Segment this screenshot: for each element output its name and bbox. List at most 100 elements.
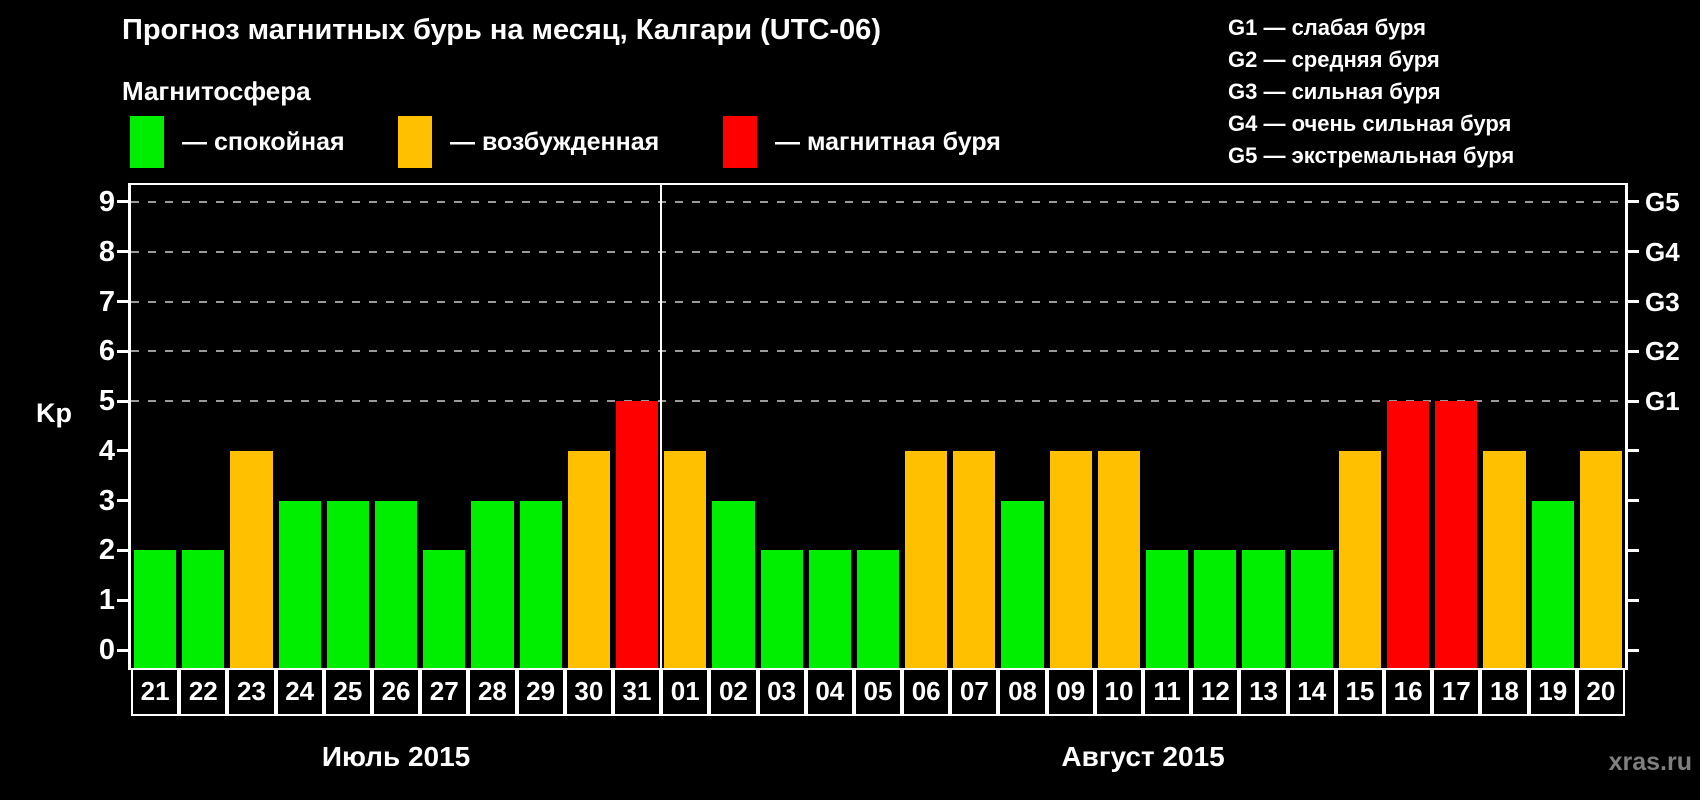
gridline-kp-5 [131,400,1625,403]
right-axis-tick [1625,349,1639,353]
day-label-24: 24 [275,668,324,716]
day-label-21: 21 [131,668,180,716]
bar-day-19 [1531,500,1574,668]
day-label-14: 14 [1287,668,1336,716]
bar-day-14 [1290,550,1333,668]
y-axis-tick [117,598,131,602]
bar-day-20 [1579,450,1622,668]
bar-day-21 [134,550,177,668]
y-tick-label: 2 [98,534,115,567]
day-label-12: 12 [1191,668,1240,716]
right-axis-tick [1625,399,1639,403]
right-axis-label-G5: G5 [1645,186,1680,217]
bar-day-03 [760,550,803,668]
day-label-19: 19 [1528,668,1577,716]
bar-day-08 [1001,500,1044,668]
right-axis-tick [1625,250,1639,254]
day-label-22: 22 [179,668,228,716]
bar-day-29 [519,500,562,668]
day-label-06: 06 [902,668,951,716]
day-label-01: 01 [661,668,710,716]
day-label-25: 25 [323,668,372,716]
bar-day-16 [1387,401,1430,668]
legend-item-storm: — магнитная буря [723,116,1001,168]
y-axis-title: Kp [36,398,72,428]
legend-item-label: — спокойная [182,128,345,156]
bar-day-11 [1146,550,1189,668]
legend-item-calm: — спокойная [130,116,345,168]
day-label-27: 27 [420,668,469,716]
y-tick-label: 8 [98,235,115,268]
day-label-13: 13 [1239,668,1288,716]
g-scale-legend: G1 — слабая буря G2 — средняя буря G3 — … [1228,12,1514,172]
bar-day-06 [905,450,948,668]
y-axis-tick [117,548,131,552]
y-tick-label: 9 [98,185,115,218]
day-label-02: 02 [709,668,758,716]
watermark: xras.ru [1608,748,1692,776]
bar-day-09 [1049,450,1092,668]
gridline-kp-9 [131,200,1625,203]
bar-day-18 [1483,450,1526,668]
right-axis-tick [1625,300,1639,304]
y-axis-tick [117,648,131,652]
day-label-16: 16 [1384,668,1433,716]
day-label-08: 08 [998,668,1047,716]
bar-day-04 [808,550,851,668]
right-axis-label-G1: G1 [1645,386,1680,417]
bar-day-23 [230,450,273,668]
y-axis-tick [117,250,131,254]
y-axis-tick [117,399,131,403]
day-label-28: 28 [468,668,517,716]
day-label-05: 05 [853,668,903,716]
day-label-26: 26 [371,668,421,716]
right-axis-label-G3: G3 [1645,286,1680,317]
y-tick-label: 7 [98,285,115,318]
bar-day-02 [712,500,755,668]
day-label-07: 07 [950,668,999,716]
right-axis-tick [1625,200,1639,204]
right-axis-tick [1625,499,1639,503]
gridline-kp-7 [131,300,1625,303]
right-axis-tick [1625,598,1639,602]
legend-item-label: — возбужденная [450,128,660,156]
month-separator-line [660,185,663,668]
right-axis-label-G2: G2 [1645,336,1680,367]
bar-day-12 [1194,550,1237,668]
plot-top-border [128,183,1628,185]
bar-day-17 [1435,401,1478,668]
month-label: Август 2015 [1061,741,1225,772]
g-scale-legend-line: G5 — экстремальная буря [1228,143,1515,168]
y-tick-label: 1 [98,584,115,617]
y-tick-label: 5 [98,385,115,418]
month-label: Июль 2015 [321,741,471,772]
y-axis-tick [117,499,131,503]
y-axis-tick [117,349,131,353]
bar-day-31 [615,401,659,668]
g-scale-legend-line: G2 — средняя буря [1228,47,1440,72]
day-label-29: 29 [516,668,565,716]
day-label-20: 20 [1576,668,1625,716]
storm-color-swatch [723,116,757,168]
bar-day-13 [1242,550,1285,668]
g-scale-legend-line: G3 — сильная буря [1228,79,1441,104]
day-label-09: 09 [1046,668,1095,716]
g-scale-legend-line: G1 — слабая буря [1228,15,1427,40]
bar-day-25 [326,500,369,668]
y-axis-tick [117,200,131,204]
y-axis-tick [117,449,131,453]
y-tick-label: 6 [98,335,115,368]
day-label-11: 11 [1143,668,1192,716]
day-label-23: 23 [227,668,276,716]
day-label-03: 03 [757,668,806,716]
bar-day-05 [856,550,900,668]
right-axis-tick [1625,648,1639,652]
bar-day-01 [664,450,707,668]
bar-day-07 [953,450,996,668]
y-tick-label: 3 [98,484,115,517]
bar-day-27 [423,550,466,668]
bar-day-30 [567,450,610,668]
legend-item-label: — магнитная буря [775,128,1001,156]
chart-title: Прогноз магнитных бурь на месяц, Калгари… [122,14,881,46]
right-axis-tick [1625,548,1639,552]
